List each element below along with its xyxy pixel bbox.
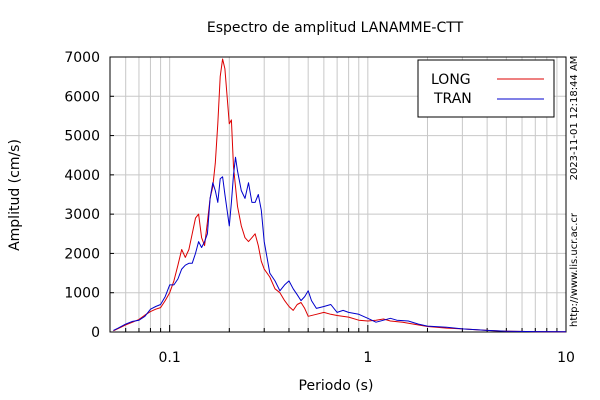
legend: LONG TRAN	[417, 59, 555, 118]
x-tick-label: 1	[363, 350, 372, 366]
y-tick-label: 2000	[64, 246, 100, 262]
series-line-tran	[113, 156, 567, 333]
legend-box	[417, 59, 555, 118]
y-axis: 0 1000 2000 3000 4000 5000 6000 7000	[64, 50, 114, 341]
y-axis-label: Amplitud (cm/s)	[7, 139, 23, 251]
y-tick-label: 7000	[64, 50, 100, 66]
legend-label-long: LONG	[431, 72, 471, 88]
chart-title: Espectro de amplitud LANAMME-CTT	[207, 20, 464, 36]
y-tick-label: 4000	[64, 168, 100, 184]
x-tick-label: 10	[557, 350, 575, 366]
x-tick-label: 0.1	[159, 350, 181, 366]
y-tick-label: 6000	[64, 89, 100, 105]
series-group	[113, 58, 567, 333]
y-tick-label: 3000	[64, 207, 100, 223]
x-axis-label: Periodo (s)	[299, 378, 374, 394]
timestamp-label: 2023-11-01 12:18:44 AM	[569, 56, 580, 181]
plot-frame	[109, 56, 567, 333]
x-axis: 0.1 1 10	[109, 325, 575, 366]
series-line-long	[113, 58, 567, 333]
y-tick-label: 5000	[64, 129, 100, 145]
legend-label-tran: TRAN	[433, 91, 472, 107]
y-tick-label: 0	[91, 325, 100, 341]
y-tick-label: 1000	[64, 286, 100, 302]
url-label: http://www.lis.ucr.ac.cr	[569, 212, 580, 327]
